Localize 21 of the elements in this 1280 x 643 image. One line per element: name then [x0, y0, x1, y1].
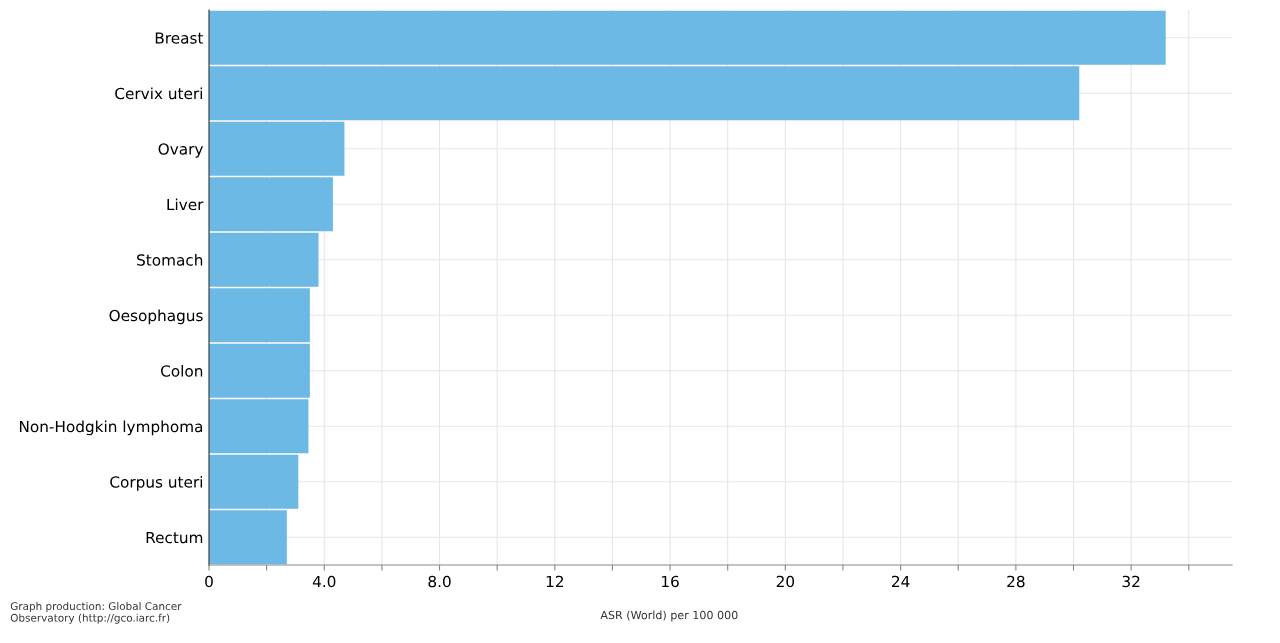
x-tick-label: 20	[776, 575, 795, 588]
y-tick-label: Stomach	[137, 253, 203, 266]
text: Graph production: Global Cancer Observatory (http://gco.iarc.fr)	[10, 602, 182, 624]
x-tick-label: 12	[546, 575, 563, 588]
y-tick-label: Corpus uteri	[110, 475, 203, 491]
x-tick-label: 0	[205, 575, 213, 588]
y-tick-label: Oesophagus	[109, 309, 203, 325]
y-tick-label: Liver	[167, 198, 204, 211]
y-tick-label: Non-Hodgkin lymphoma	[19, 420, 203, 436]
y-tick-label: Ovary	[158, 143, 203, 158]
x-tick-label: 4.0	[312, 575, 336, 588]
x-tick-label: 28	[1007, 575, 1025, 588]
x-tick-label: 24	[892, 575, 910, 588]
y-tick-label: Colon	[161, 364, 203, 377]
y-tick-label: Cervix uteri	[115, 87, 203, 100]
y-tick-label: Breast	[155, 32, 204, 44]
x-axis-title: ASR (World) per 100 000	[600, 610, 738, 622]
x-tick-label: 16	[662, 575, 679, 588]
x-tick-label: 32	[1122, 575, 1140, 588]
y-tick-label: Rectum	[146, 531, 203, 544]
x-tick-label: 8.0	[428, 575, 451, 588]
